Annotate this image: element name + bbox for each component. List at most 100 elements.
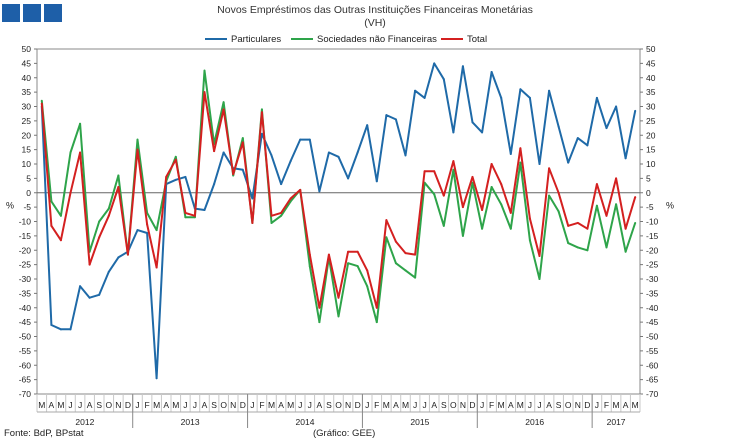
data-point-total: [385, 219, 388, 222]
x-month-label: M: [38, 400, 45, 410]
chart-title: Novos Empréstimos das Outras Instituiçõe…: [217, 4, 533, 16]
x-month-label: D: [584, 400, 590, 410]
data-point-sociedades: [615, 203, 618, 206]
y-tick-label-right: 30: [646, 102, 656, 112]
y-tick-label-right: 50: [646, 44, 656, 54]
data-point-total: [337, 296, 340, 299]
chart-subtitle: (VH): [364, 17, 386, 29]
data-point-particulares: [270, 154, 273, 157]
data-point-sociedades: [184, 216, 187, 219]
x-month-label: M: [632, 400, 639, 410]
data-point-total: [126, 253, 129, 256]
y-tick-label-left: 10: [22, 159, 32, 169]
x-month-label: O: [565, 400, 572, 410]
y-tick-label-left: -55: [19, 346, 32, 356]
data-point-sociedades: [509, 227, 512, 230]
data-point-particulares: [347, 177, 350, 180]
data-point-total: [567, 224, 570, 227]
data-point-total: [107, 214, 110, 217]
data-point-total: [490, 163, 493, 165]
y-tick-label-right: -35: [646, 288, 659, 298]
data-point-total: [155, 266, 158, 269]
x-month-label: D: [469, 400, 475, 410]
y-tick-label-right: -60: [646, 360, 659, 370]
data-point-sociedades: [280, 214, 283, 217]
x-month-label: O: [220, 400, 227, 410]
x-month-label: A: [508, 400, 514, 410]
data-point-particulares: [260, 132, 263, 135]
data-point-total: [586, 227, 589, 230]
data-point-sociedades: [500, 203, 503, 206]
y-tick-label-right: 40: [646, 73, 656, 83]
data-point-total: [232, 173, 235, 176]
x-month-label: S: [211, 400, 217, 410]
legend-swatch-sociedades: [291, 38, 313, 41]
y-tick-label-right: 15: [646, 145, 656, 155]
data-point-particulares: [538, 163, 541, 165]
logo-block-1: [2, 4, 20, 22]
x-month-label: D: [240, 400, 246, 410]
x-month-label: J: [528, 400, 532, 410]
x-year-label: 2014: [296, 417, 315, 427]
data-point-particulares: [624, 157, 627, 160]
x-month-label: A: [546, 400, 552, 410]
data-point-sociedades: [624, 250, 627, 253]
x-month-label: J: [250, 400, 254, 410]
data-point-particulares: [605, 127, 608, 130]
data-point-total: [174, 158, 177, 161]
x-month-label: J: [193, 400, 197, 410]
x-month-label: O: [335, 400, 342, 410]
x-year-label: 2013: [181, 417, 200, 427]
y-tick-label-right: -15: [646, 231, 659, 241]
y-tick-label-right: 10: [646, 159, 656, 169]
y-tick-label-right: -50: [646, 332, 659, 342]
y-tick-label-right: -10: [646, 217, 659, 227]
data-point-particulares: [289, 160, 292, 163]
data-point-sociedades: [232, 174, 235, 177]
data-point-particulares: [184, 175, 187, 178]
data-point-total: [280, 211, 283, 214]
data-point-particulares: [318, 190, 321, 193]
data-point-sociedades: [385, 236, 388, 239]
y-tick-label-right: -40: [646, 303, 659, 313]
data-point-particulares: [98, 293, 101, 296]
data-point-total: [50, 224, 53, 227]
y-tick-label-left: -15: [19, 231, 32, 241]
data-point-total: [461, 206, 464, 209]
x-month-label: N: [115, 400, 121, 410]
x-month-label: A: [431, 400, 437, 410]
data-point-sociedades: [356, 265, 359, 268]
data-point-sociedades: [241, 137, 244, 140]
x-year-label: 2012: [75, 417, 94, 427]
data-point-particulares: [213, 183, 216, 186]
y-tick-label-left: 35: [22, 87, 32, 97]
y-axis-label-left: %: [6, 201, 14, 211]
data-point-particulares: [117, 256, 120, 259]
data-point-total: [557, 191, 560, 194]
x-month-label: A: [202, 400, 208, 410]
data-point-sociedades: [308, 265, 311, 268]
x-month-label: F: [604, 400, 609, 410]
y-tick-label-left: 5: [26, 173, 31, 183]
y-tick-label-left: -45: [19, 317, 32, 327]
data-point-particulares: [500, 96, 503, 99]
data-point-total: [165, 175, 168, 178]
data-point-particulares: [519, 88, 522, 91]
data-point-total: [356, 250, 359, 253]
data-point-particulares: [452, 131, 455, 134]
data-point-total: [117, 186, 120, 188]
data-point-total: [414, 253, 417, 256]
data-point-particulares: [366, 124, 369, 127]
data-point-sociedades: [528, 239, 531, 242]
data-point-total: [576, 221, 579, 224]
data-point-total: [69, 191, 72, 194]
data-point-total: [624, 227, 627, 230]
data-point-total: [241, 141, 244, 144]
chart-credit: (Gráfico: GEE): [313, 428, 376, 439]
data-point-sociedades: [519, 161, 522, 164]
data-point-sociedades: [481, 227, 484, 230]
x-month-label: A: [49, 400, 55, 410]
data-point-total: [509, 211, 512, 214]
y-tick-label-left: 25: [22, 116, 32, 126]
data-point-particulares: [433, 62, 436, 65]
